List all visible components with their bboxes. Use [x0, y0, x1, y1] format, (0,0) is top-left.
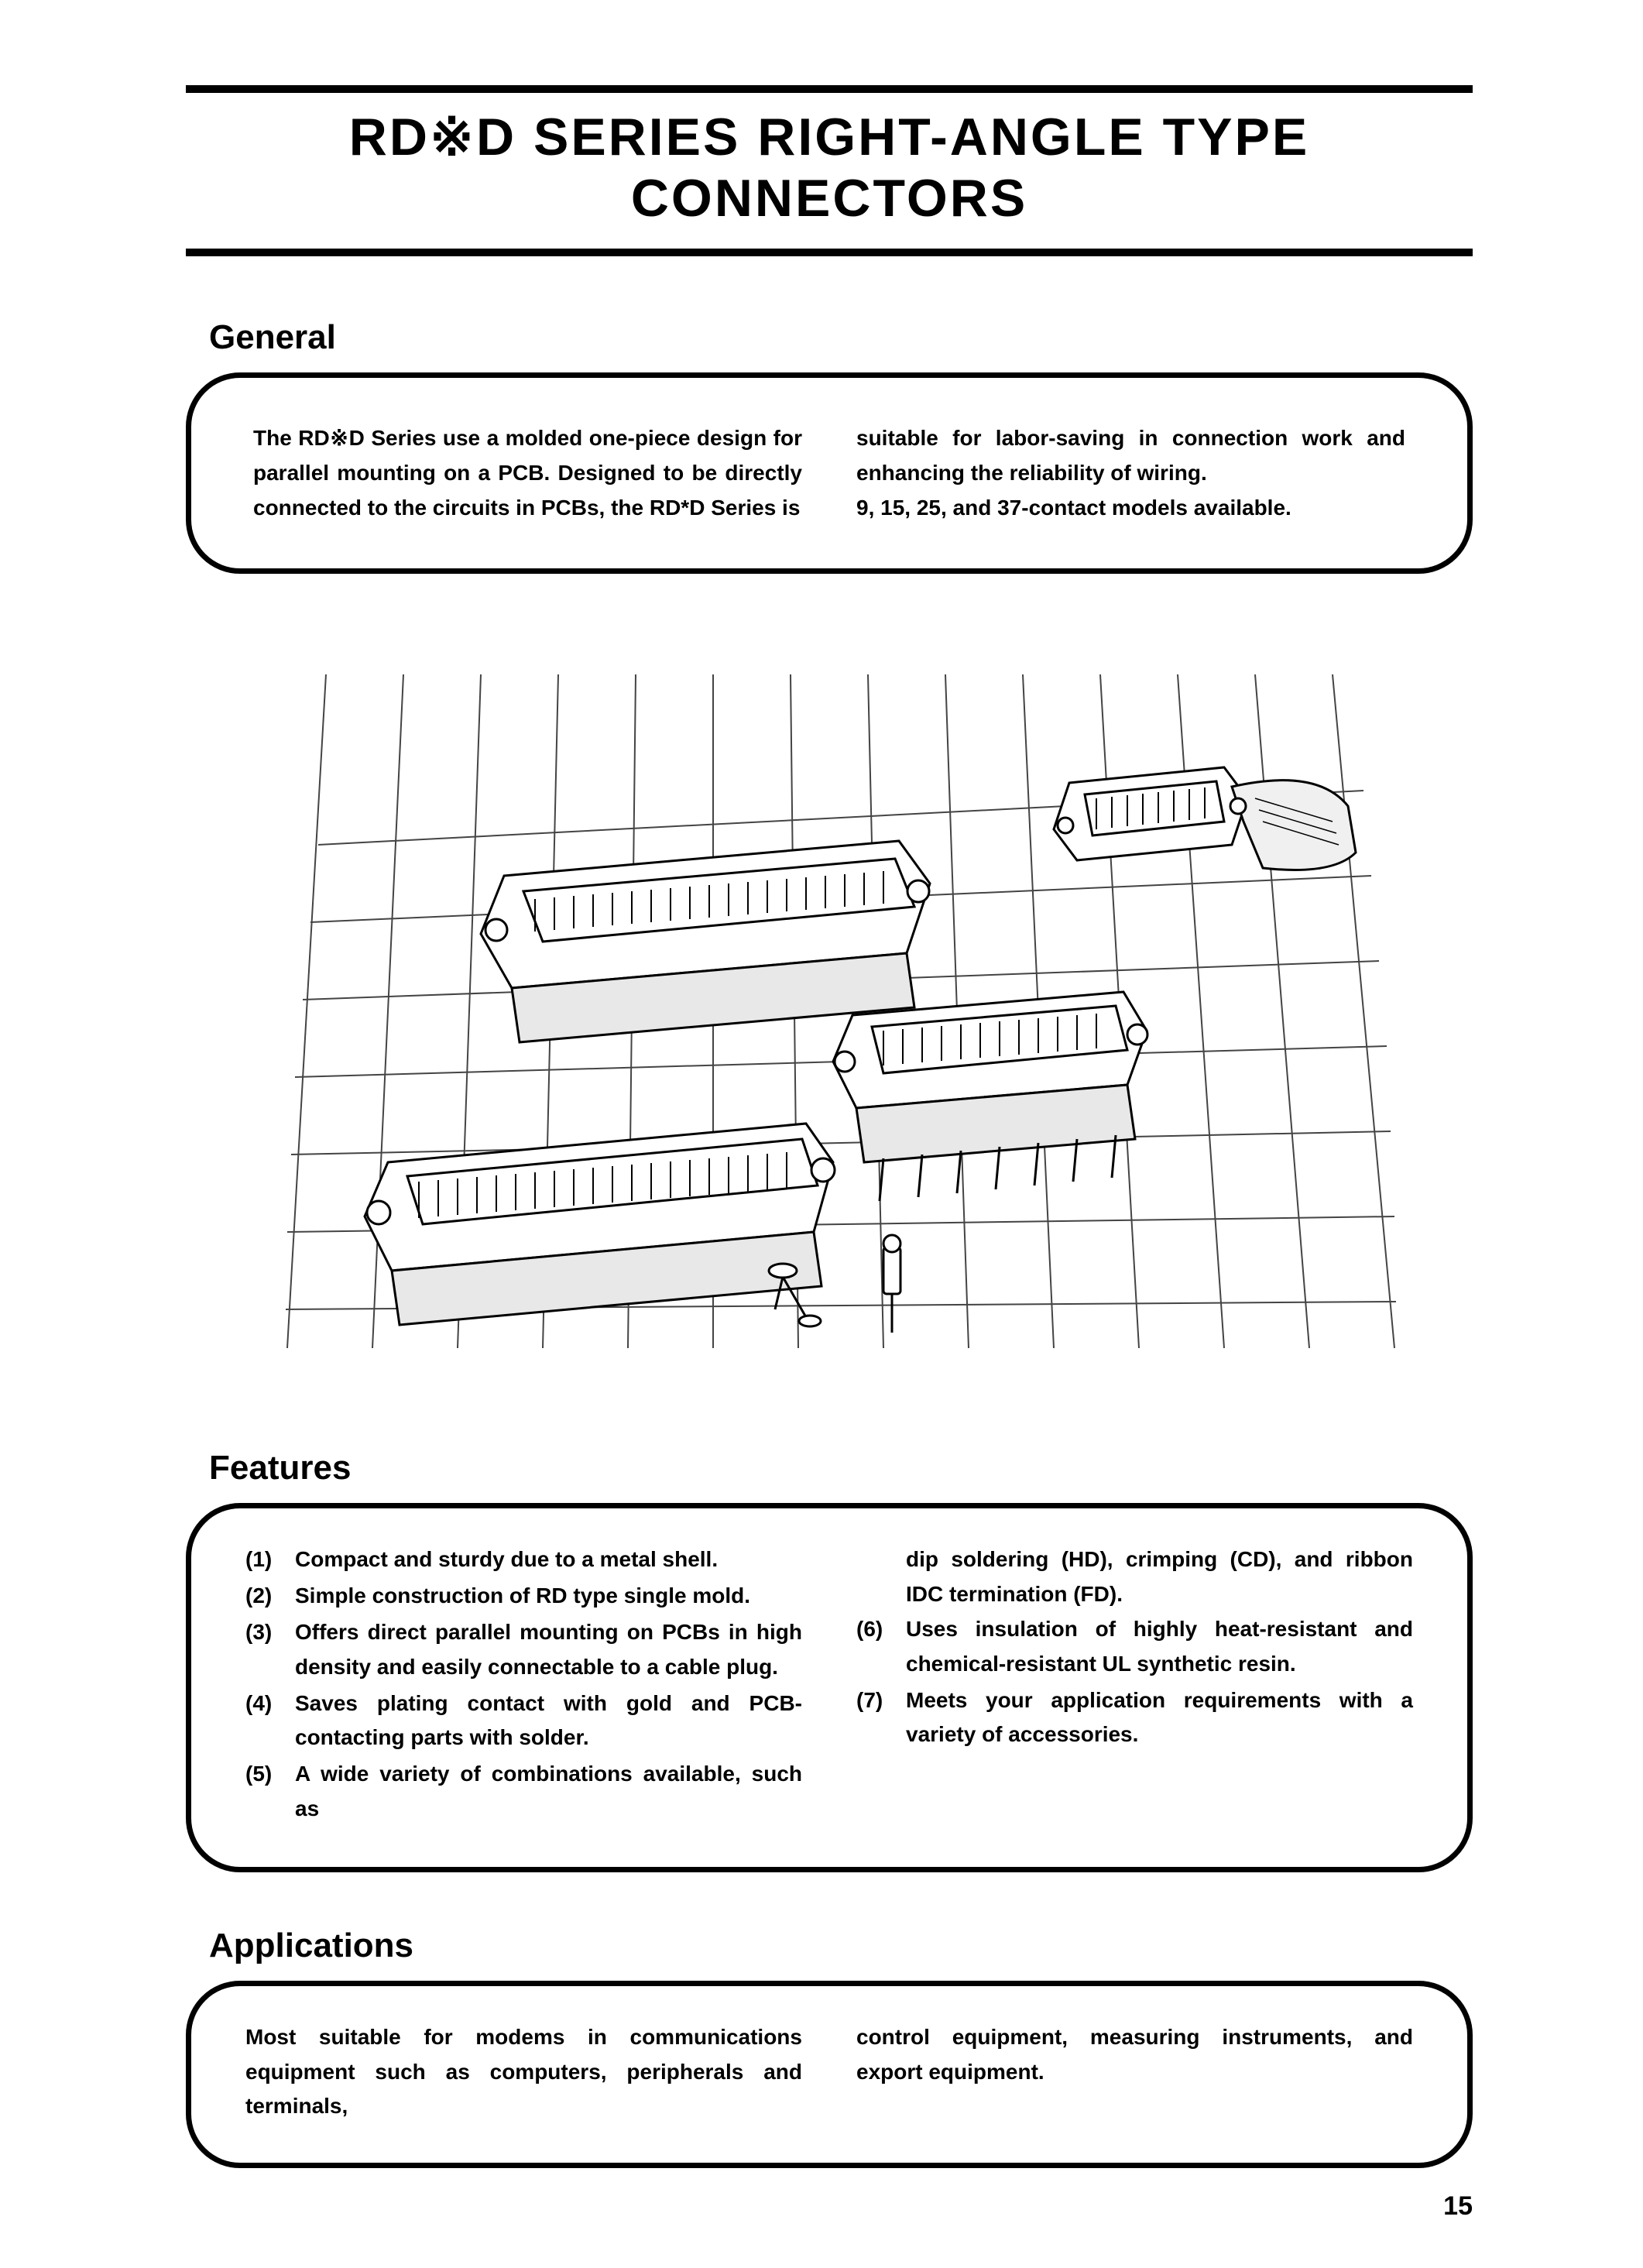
- applications-box: Most suitable for modems in communicatio…: [186, 1981, 1473, 2168]
- general-box: The RD※D Series use a molded one-piece d…: [186, 372, 1473, 574]
- features-left-col: (1)Compact and sturdy due to a metal she…: [245, 1542, 802, 1827]
- feature-text: Uses insulation of highly heat-resistant…: [906, 1612, 1413, 1682]
- features-box: (1)Compact and sturdy due to a metal she…: [186, 1503, 1473, 1872]
- feature-num: (5): [245, 1757, 295, 1827]
- feature-num: (4): [245, 1686, 295, 1756]
- applications-col2: control equipment, measuring instruments…: [856, 2020, 1413, 2090]
- feature-text-cont: dip soldering (HD), crimping (CD), and r…: [856, 1542, 1413, 1612]
- feature-num: (7): [856, 1683, 906, 1753]
- page-title: RD※D SERIES RIGHT-ANGLE TYPE CONNECTORS: [186, 107, 1473, 228]
- feature-num: (6): [856, 1612, 906, 1682]
- general-text-col2b: 9, 15, 25, and 37-contact models availab…: [856, 491, 1405, 526]
- feature-text: A wide variety of combinations available…: [295, 1757, 802, 1827]
- features-heading: Features: [209, 1449, 1473, 1487]
- feature-num: (3): [245, 1615, 295, 1685]
- title-bar: RD※D SERIES RIGHT-ANGLE TYPE CONNECTORS: [186, 85, 1473, 256]
- general-text-col1: The RD※D Series use a molded one-piece d…: [253, 421, 802, 525]
- features-right-col: dip soldering (HD), crimping (CD), and r…: [856, 1542, 1413, 1827]
- feature-text: Saves plating contact with gold and PCB-…: [295, 1686, 802, 1756]
- general-heading: General: [209, 318, 1473, 357]
- applications-heading: Applications: [209, 1927, 1473, 1965]
- feature-text: Compact and sturdy due to a metal shell.: [295, 1542, 802, 1577]
- feature-text: Offers direct parallel mounting on PCBs …: [295, 1615, 802, 1685]
- connectors-illustration: [186, 643, 1473, 1364]
- page-number: 15: [186, 2191, 1473, 2222]
- feature-num: (2): [245, 1579, 295, 1614]
- general-text-col2: suitable for labor-saving in connection …: [856, 421, 1405, 491]
- applications-col1: Most suitable for modems in communicatio…: [245, 2020, 802, 2124]
- feature-text: Meets your application requirements with…: [906, 1683, 1413, 1753]
- feature-num: (1): [245, 1542, 295, 1577]
- feature-text: Simple construction of RD type single mo…: [295, 1579, 802, 1614]
